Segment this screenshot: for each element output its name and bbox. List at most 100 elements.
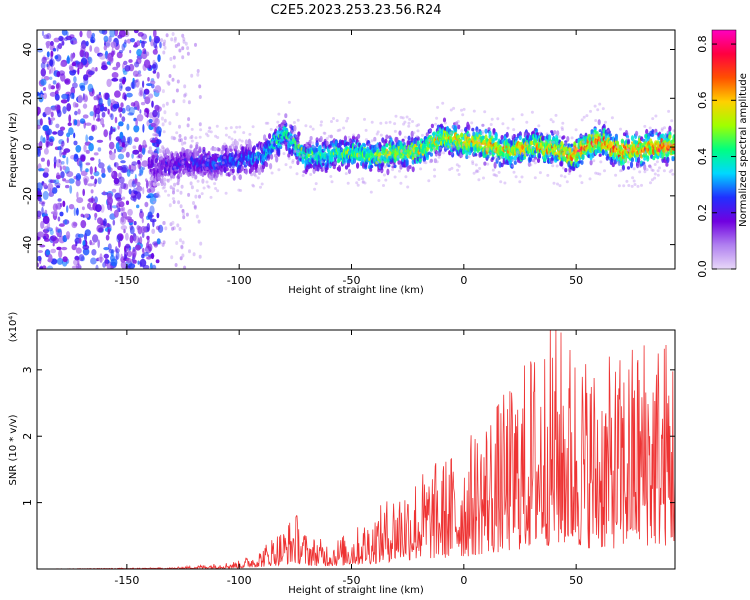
noise-point [43, 34, 50, 39]
noise-point [118, 50, 124, 54]
halo-point [379, 121, 383, 125]
halo-point [472, 171, 476, 175]
noise-point [62, 200, 66, 207]
halo-point [377, 179, 381, 182]
noise-point [125, 232, 129, 241]
noise-point [150, 139, 157, 143]
halo-point [325, 137, 329, 140]
halo-point [578, 174, 582, 178]
halo-point [561, 128, 564, 131]
halo-point [650, 168, 654, 172]
noise-point [89, 111, 95, 117]
noise-point [97, 239, 100, 249]
noise-point [59, 149, 62, 158]
halo-point [625, 179, 629, 183]
halo-point [159, 154, 163, 158]
spectrogram-marks [37, 30, 675, 269]
trace-point [380, 167, 384, 174]
noise-point [118, 239, 121, 248]
halo-point [439, 151, 443, 155]
halo-point [398, 169, 401, 173]
noise-point [141, 40, 145, 49]
noise-point [96, 139, 104, 143]
noise-point [80, 154, 86, 162]
y-tick-label: 2 [21, 433, 34, 440]
halo-point [623, 158, 626, 162]
noise-point [53, 156, 57, 165]
noise-point [178, 227, 182, 231]
noise-point [62, 151, 67, 155]
noise-point [137, 32, 144, 37]
noise-point [119, 131, 124, 140]
halo-point [314, 182, 318, 186]
trace-point [412, 152, 416, 158]
halo-point [229, 126, 233, 130]
halo-point [665, 131, 669, 135]
halo-point [619, 127, 622, 131]
noise-point [123, 60, 128, 66]
noise-point [118, 82, 123, 92]
halo-point [638, 170, 642, 174]
snr-series-line [37, 330, 675, 569]
noise-point [84, 51, 89, 58]
halo-point [435, 116, 439, 120]
noise-point [136, 191, 141, 200]
trace-point [566, 136, 570, 142]
halo-point [483, 110, 487, 114]
noise-point [68, 127, 74, 135]
trace-point [397, 160, 401, 165]
halo-point [512, 170, 516, 174]
noise-point [106, 61, 111, 65]
trace-point [148, 146, 152, 151]
halo-point [482, 176, 485, 180]
halo-point [450, 151, 454, 155]
trace-point [514, 136, 518, 141]
noise-point [40, 157, 45, 162]
halo-point [427, 179, 431, 183]
halo-point [403, 135, 407, 139]
halo-point [476, 169, 480, 173]
halo-point [572, 146, 576, 150]
noise-point [95, 67, 98, 72]
trace-point [250, 165, 254, 173]
halo-point [254, 174, 258, 178]
halo-point [637, 135, 641, 139]
halo-point [287, 156, 291, 160]
halo-point [566, 150, 570, 154]
trace-point [381, 137, 385, 143]
noise-point [48, 83, 52, 90]
noise-point [172, 99, 176, 104]
noise-point [80, 213, 84, 218]
halo-point [434, 122, 438, 126]
trace-point [505, 131, 509, 138]
noise-point [150, 39, 154, 47]
trace-point [231, 168, 235, 174]
noise-point [60, 99, 68, 104]
noise-point [75, 263, 81, 269]
noise-point [48, 69, 52, 75]
halo-point [664, 151, 668, 155]
halo-point [296, 118, 300, 122]
halo-point [198, 135, 202, 139]
halo-point [511, 117, 515, 121]
noise-point [136, 104, 140, 111]
noise-point [128, 188, 132, 195]
trace-point [393, 164, 397, 169]
halo-point [444, 146, 448, 150]
halo-point [625, 137, 629, 141]
noise-point [75, 179, 81, 187]
noise-point [92, 112, 96, 121]
noise-point [64, 78, 71, 85]
noise-point [151, 100, 154, 108]
halo-point [384, 121, 388, 125]
halo-point [461, 143, 465, 147]
trace-point [518, 135, 522, 141]
noise-point [124, 250, 128, 258]
noise-point [98, 162, 105, 169]
halo-point [370, 139, 374, 143]
halo-point [433, 168, 436, 172]
trace-point [166, 149, 171, 155]
noise-point [189, 181, 193, 186]
noise-point [159, 41, 162, 49]
noise-point [118, 176, 125, 184]
